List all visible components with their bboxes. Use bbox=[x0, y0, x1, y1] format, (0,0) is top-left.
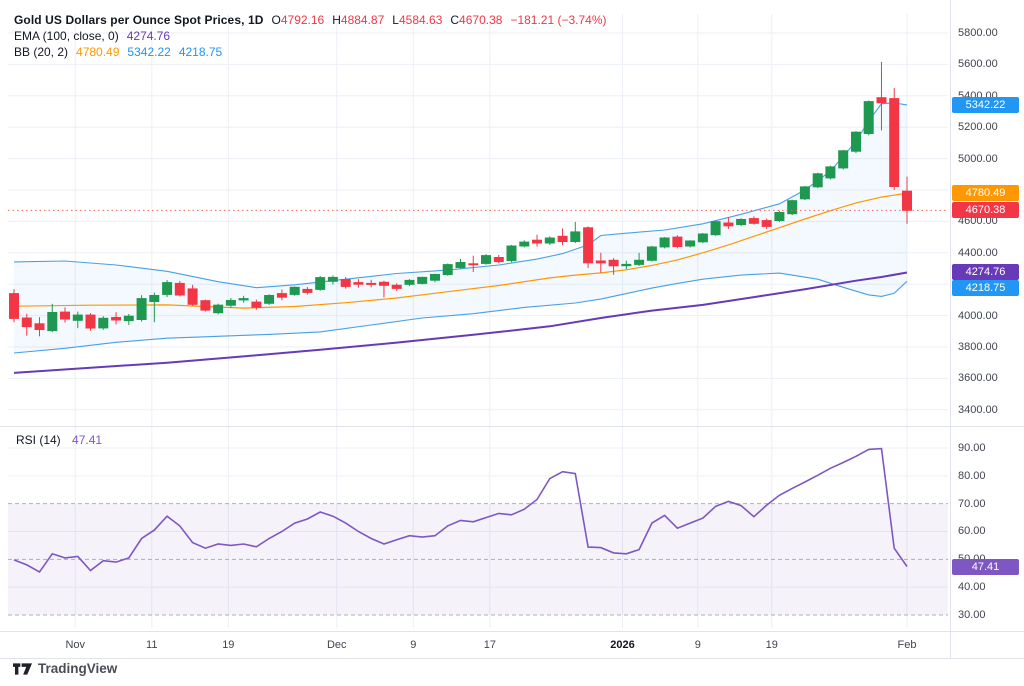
ema-legend-row: EMA (100, close, 0) 4274.76 bbox=[14, 29, 607, 44]
high-value: 4884.87 bbox=[340, 13, 385, 27]
time-axis-label: 19 bbox=[765, 639, 778, 651]
time-axis-label: Feb bbox=[897, 639, 917, 651]
symbol-title[interactable]: Gold US Dollars per Ounce Spot Prices, 1… bbox=[14, 13, 264, 27]
time-axis-label: 17 bbox=[483, 639, 496, 651]
bb-label[interactable]: BB (20, 2) bbox=[14, 45, 69, 59]
price-axis[interactable]: 5800.00 5600.00 5400.00 5200.00 5000.00 4600.… bbox=[950, 0, 1024, 658]
bb-legend-row: BB (20, 2) 4780.49 5342.22 4218.75 bbox=[14, 45, 607, 60]
time-axis-label: 2026 bbox=[610, 639, 635, 651]
price-tick-label: 5600.00 bbox=[958, 58, 998, 71]
open-value: 4792.16 bbox=[280, 13, 325, 27]
ema-value: 4274.76 bbox=[126, 29, 171, 43]
rsi-tick-label: 90.00 bbox=[958, 442, 986, 454]
rsi-tick-label: 40.00 bbox=[958, 581, 986, 594]
indicator-legend: Gold US Dollars per Ounce Spot Prices, 1… bbox=[14, 13, 607, 61]
price-tick-label: 3400.00 bbox=[958, 403, 998, 416]
low-value: 4584.63 bbox=[398, 13, 443, 27]
close-value: 4670.38 bbox=[459, 13, 503, 27]
bb-upper-value: 5342.22 bbox=[127, 45, 171, 59]
time-axis-label: 9 bbox=[694, 639, 701, 651]
price-axis-badge: 4780.49 bbox=[952, 185, 1019, 202]
time-axis-label: Dec bbox=[326, 639, 347, 651]
price-tick-label: 5000.00 bbox=[958, 152, 998, 165]
price-axis-badge: 4218.75 bbox=[952, 280, 1019, 297]
change-value: −181.21 (−3.74%) bbox=[510, 13, 607, 27]
rsi-value: 47.41 bbox=[72, 433, 103, 447]
price-tick-label: 3800.00 bbox=[958, 341, 998, 353]
rsi-label[interactable]: RSI (14) bbox=[16, 433, 61, 447]
ema-label[interactable]: EMA (100, close, 0) bbox=[14, 29, 119, 43]
time-axis-label: Nov bbox=[65, 639, 85, 651]
price-tick-label: 5800.00 bbox=[958, 27, 998, 39]
price-axis-badge: 4274.76 bbox=[952, 264, 1019, 281]
tradingview-logo[interactable]: TradingView bbox=[13, 661, 117, 676]
rsi-tick-label: 80.00 bbox=[958, 469, 986, 482]
price-tick-label: 3600.00 bbox=[958, 372, 998, 385]
ohlc-high: H4884.87 bbox=[332, 13, 385, 27]
price-tick-label: 4000.00 bbox=[958, 309, 998, 322]
rsi-tick-label: 70.00 bbox=[958, 497, 986, 510]
time-axis[interactable]: Nov 11 19 Dec 9 17 2026 9 19 Feb bbox=[0, 632, 950, 658]
rsi-axis-badge: 47.41 bbox=[952, 558, 1019, 575]
bb-lower-value: 4218.75 bbox=[178, 45, 223, 59]
rsi-tick-label: 60.00 bbox=[958, 525, 986, 538]
time-axis-label: 9 bbox=[410, 639, 417, 651]
rsi-legend-row: RSI (14) 47.41 bbox=[16, 433, 102, 447]
time-axis-label: 19 bbox=[222, 639, 235, 651]
ohlc-low: L4584.63 bbox=[392, 13, 443, 27]
tradingview-wordmark: TradingView bbox=[38, 661, 118, 676]
ohlc-close: C4670.38 bbox=[450, 13, 503, 27]
time-axis-label: 11 bbox=[146, 639, 158, 651]
bb-basis-value: 4780.49 bbox=[76, 45, 120, 59]
ohlc-open: O4792.16 bbox=[271, 13, 325, 27]
price-axis-badge: 4670.38 bbox=[952, 202, 1019, 219]
symbol-legend-row: Gold US Dollars per Ounce Spot Prices, 1… bbox=[14, 13, 607, 28]
price-tick-label: 4400.00 bbox=[958, 246, 998, 259]
price-tick-label: 5200.00 bbox=[958, 121, 998, 134]
tradingview-icon bbox=[13, 662, 32, 675]
rsi-tick-label: 30.00 bbox=[958, 608, 986, 621]
price-tick-label: 4600.00 bbox=[958, 215, 998, 228]
price-axis-badge: 5342.22 bbox=[952, 96, 1019, 113]
